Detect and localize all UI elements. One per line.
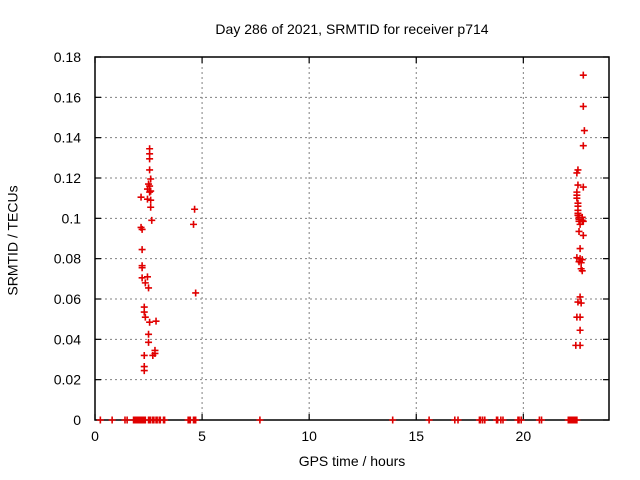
y-tick-label: 0.18 [54,49,81,65]
x-tick-label: 0 [91,428,99,444]
y-tick-label: 0.12 [54,170,81,186]
x-tick-label: 20 [516,428,532,444]
data-points [96,71,588,424]
x-tick-label: 10 [301,428,317,444]
y-tick-label: 0.04 [54,331,81,347]
y-tick-label: 0.08 [54,251,81,267]
y-tick-label: 0 [73,412,81,428]
x-tick-label: 5 [198,428,206,444]
x-tick-label: 15 [408,428,424,444]
y-tick-label: 0.06 [54,291,81,307]
y-tick-label: 0.1 [62,210,82,226]
x-axis-label: GPS time / hours [298,453,406,469]
y-tick-label: 0.14 [54,130,81,146]
y-tick-label: 0.02 [54,372,81,388]
y-tick-label: 0.16 [54,89,81,105]
chart-title: Day 286 of 2021, SRMTID for receiver p71… [215,21,489,37]
plot-border [94,56,610,421]
